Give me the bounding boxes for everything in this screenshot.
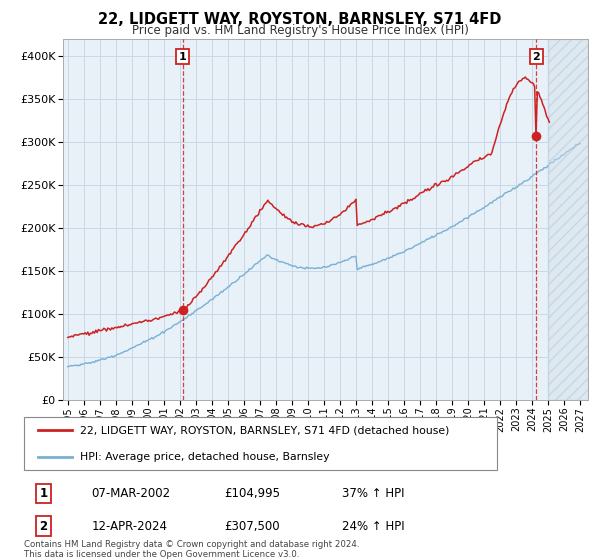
Text: 24% ↑ HPI: 24% ↑ HPI [342,520,405,533]
Text: 1: 1 [40,487,47,500]
Text: 2: 2 [40,520,47,533]
Text: 1: 1 [179,52,187,62]
Text: 22, LIDGETT WAY, ROYSTON, BARNSLEY, S71 4FD: 22, LIDGETT WAY, ROYSTON, BARNSLEY, S71 … [98,12,502,27]
Text: Contains HM Land Registry data © Crown copyright and database right 2024.
This d: Contains HM Land Registry data © Crown c… [23,540,359,559]
Text: HPI: Average price, detached house, Barnsley: HPI: Average price, detached house, Barn… [80,452,329,462]
Text: 2: 2 [533,52,541,62]
Text: Price paid vs. HM Land Registry's House Price Index (HPI): Price paid vs. HM Land Registry's House … [131,24,469,36]
Bar [548,39,588,400]
Text: 07-MAR-2002: 07-MAR-2002 [91,487,170,500]
Text: 37% ↑ HPI: 37% ↑ HPI [342,487,405,500]
Text: 22, LIDGETT WAY, ROYSTON, BARNSLEY, S71 4FD (detached house): 22, LIDGETT WAY, ROYSTON, BARNSLEY, S71 … [80,425,449,435]
Text: 12-APR-2024: 12-APR-2024 [91,520,167,533]
Bar [548,39,588,400]
Text: £104,995: £104,995 [224,487,280,500]
Text: £307,500: £307,500 [224,520,280,533]
FancyBboxPatch shape [23,417,497,470]
